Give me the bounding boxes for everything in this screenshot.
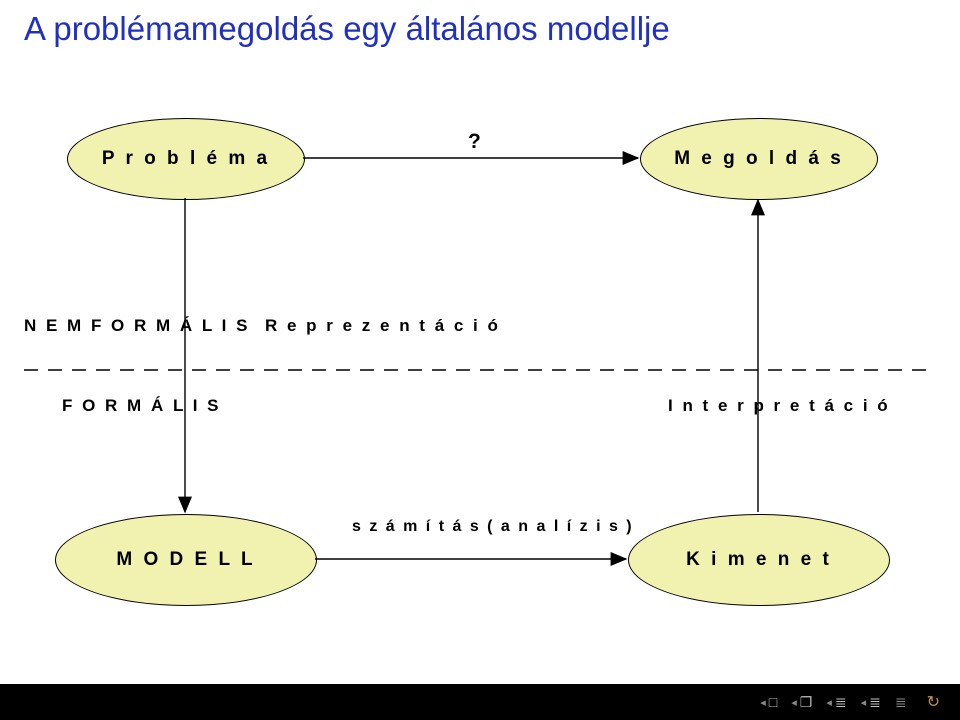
page-prev-icon: ❐ <box>800 695 813 709</box>
nav-first[interactable]: ◂ □ <box>760 695 777 709</box>
chevron-left-icon: ◂ <box>760 696 766 709</box>
chevron-left-icon: ◂ <box>791 696 797 709</box>
diagram-svg <box>0 0 960 720</box>
nav-end[interactable]: ≣ <box>895 695 907 709</box>
nav-last[interactable]: ◂ ≣ <box>861 695 881 709</box>
node-problema: P r o b l é m a <box>67 118 305 200</box>
edge-label-question: ? <box>468 130 483 154</box>
page-first-icon: □ <box>769 695 777 709</box>
node-megoldas: M e g o l d á s <box>640 118 878 200</box>
nav-prev[interactable]: ◂ ❐ <box>791 695 812 709</box>
chevron-left-icon: ◂ <box>826 696 832 709</box>
node-label: M e g o l d á s <box>674 148 844 170</box>
node-label: P r o b l é m a <box>102 148 270 170</box>
node-label: K i m e n e t <box>686 549 832 571</box>
footer-nav: ◂ □ ◂ ❐ ◂ ≣ ◂ ≣ ≣ ↻ <box>0 684 960 720</box>
node-label: M O D E L L <box>116 549 255 571</box>
node-modell: M O D E L L <box>55 514 317 606</box>
nav-next[interactable]: ◂ ≣ <box>826 695 846 709</box>
chevron-left-icon: ◂ <box>861 696 867 709</box>
label-formalis: F O R M Á L I S <box>62 396 221 416</box>
slide: A problémamegoldás egy általános modellj… <box>0 0 960 720</box>
bars-icon: ≣ <box>869 695 881 709</box>
refresh-icon[interactable]: ↻ <box>927 692 940 712</box>
bars-icon: ≣ <box>835 695 847 709</box>
edge-label-szamitas: s z á m í t á s ( a n a l í z i s ) <box>352 518 634 536</box>
page-title: A problémamegoldás egy általános modellj… <box>24 10 670 48</box>
label-reprezentacio: R e p r e z e n t á c i ó <box>265 316 500 336</box>
label-interpretacio: I n t e r p r e t á c i ó <box>668 396 890 416</box>
bars-icon: ≣ <box>895 695 907 709</box>
label-nem-formalis: N E M F O R M Á L I S <box>24 316 250 336</box>
node-kimenet: K i m e n e t <box>628 514 890 606</box>
